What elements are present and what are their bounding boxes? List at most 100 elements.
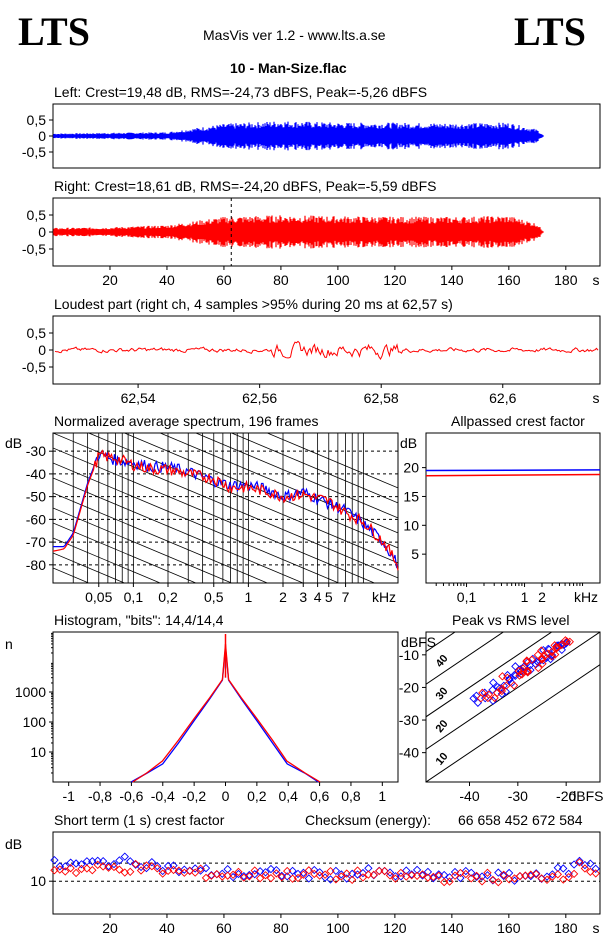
peak-rms-crest-line xyxy=(426,632,553,718)
histogram-xtick-label: -0,2 xyxy=(182,788,206,804)
short-crest-point-right xyxy=(375,866,384,876)
histogram-xtick-label: 0,2 xyxy=(247,788,267,804)
short-crest-xtick-label: 120 xyxy=(383,920,407,936)
short-crest-point-right xyxy=(272,869,281,878)
short-crest-point-right xyxy=(494,878,503,887)
peak-rms-point-right xyxy=(478,688,487,698)
short-crest-point-right xyxy=(131,859,140,869)
short-crest-point-left xyxy=(77,860,86,869)
peak-rms-crest-label: 40 xyxy=(434,653,451,670)
short-crest-point-right xyxy=(288,874,297,883)
short-crest-point-left xyxy=(126,857,135,866)
short-crest-point-right xyxy=(98,862,108,871)
short-crest-point-right xyxy=(591,869,600,878)
spectrum-slope-line xyxy=(194,433,398,519)
short-crest-point-right xyxy=(158,869,167,878)
short-crest-point-left xyxy=(586,859,595,868)
spectrum-xtick-label: 0,05 xyxy=(85,589,112,605)
short-crest-point-right xyxy=(445,877,454,886)
short-crest-point-right xyxy=(504,875,514,884)
histogram-ytick-label: 1000 xyxy=(15,684,46,700)
short-crest-point-left xyxy=(223,865,232,874)
short-crest-title: Short term (1 s) crest factor xyxy=(54,812,225,828)
short-crest-point-left xyxy=(548,870,557,879)
short-crest-point-right xyxy=(245,872,254,881)
short-crest-point-right xyxy=(423,873,433,882)
allpassed-ytick-label: 20 xyxy=(403,460,419,476)
short-crest-point-left xyxy=(255,867,265,876)
file-title: 10 - Man-Size.flac xyxy=(230,60,347,76)
short-crest-point-left xyxy=(347,869,357,879)
peak-rms-point-left xyxy=(507,678,516,688)
short-crest-point-left xyxy=(239,871,249,881)
loudest-part-signal xyxy=(54,340,599,360)
short-crest-point-right xyxy=(61,867,70,876)
short-crest-point-left xyxy=(131,860,140,869)
histogram-xtick-label: 0 xyxy=(222,788,230,804)
short-crest-point-right xyxy=(477,877,487,886)
short-crest-point-right xyxy=(369,870,378,879)
spectrum-slope-line xyxy=(53,492,269,583)
short-crest-point-right xyxy=(331,875,341,884)
short-crest-point-right xyxy=(391,874,400,883)
peak-rms-crest-label: 10 xyxy=(434,751,451,768)
peak-rms-point-right xyxy=(537,646,546,655)
peak-rms-crest-line xyxy=(426,664,600,782)
spectrum-ytick-label: -50 xyxy=(26,489,46,505)
right-waveform-ytick-label: 0 xyxy=(38,224,46,240)
allpassed-ytick-label: 10 xyxy=(403,517,419,533)
peak-rms-point-right xyxy=(483,693,493,703)
short-crest-point-right xyxy=(304,866,314,875)
histogram-xtick-label: 0,8 xyxy=(341,788,361,804)
short-crest-point-right xyxy=(467,874,476,883)
peak-rms-ytick-label: -20 xyxy=(399,679,419,695)
short-crest-point-right xyxy=(434,871,443,881)
short-crest-point-left xyxy=(331,866,341,876)
short-crest-point-right xyxy=(347,875,357,884)
peak-rms-point-right xyxy=(561,636,570,645)
short-crest-point-right xyxy=(526,870,535,879)
allpassed-xtick-label: 1 xyxy=(521,589,529,605)
short-crest-point-left xyxy=(120,852,129,861)
spectrum-xtick-label: 4 xyxy=(314,589,322,605)
right-waveform-xtick-label: 60 xyxy=(216,272,232,288)
peak-rms-point-left xyxy=(469,694,478,703)
histogram-ytick-label: 10 xyxy=(30,744,46,760)
histogram-title: Histogram, "bits": 14,4/14,4 xyxy=(54,612,224,628)
short-crest-xtick-label: 140 xyxy=(440,920,464,936)
short-crest-point-left xyxy=(304,874,314,883)
peak-rms-ytick-label: -40 xyxy=(399,745,419,761)
peak-rms-point-right xyxy=(534,663,543,673)
short-crest-point-left xyxy=(423,867,433,877)
short-crest-point-right xyxy=(115,865,124,874)
peak-rms-xtick-label: -20 xyxy=(556,788,576,804)
spectrum-xtick-label: 0,1 xyxy=(124,589,144,605)
spectrum-slope-line xyxy=(53,522,197,583)
short-crest-point-left xyxy=(337,870,346,879)
short-crest-point-right xyxy=(266,873,276,883)
short-crest-point-right xyxy=(353,866,362,875)
short-crest-ytick-label: 10 xyxy=(30,873,46,889)
short-crest-point-right xyxy=(320,870,330,879)
short-crest-point-left xyxy=(245,870,254,880)
peak-rms-point-right xyxy=(550,641,559,650)
short-crest-point-right xyxy=(515,871,525,881)
right-waveform-xtick-label: 40 xyxy=(159,272,175,288)
short-crest-point-right xyxy=(364,870,373,879)
peak-rms-point-right xyxy=(523,668,532,677)
peak-rms-point-right xyxy=(497,684,506,694)
loudest-part-title: Loudest part (right ch, 4 samples >95% d… xyxy=(54,296,453,312)
short-crest-point-right xyxy=(109,862,119,872)
loudest-part-ytick-label: 0,5 xyxy=(27,325,47,341)
right-waveform-xtick-label: 20 xyxy=(102,272,118,288)
peak-rms-title: Peak vs RMS level xyxy=(452,612,569,628)
loudest-part-xtick-label: 62,56 xyxy=(242,390,277,406)
short-crest-point-right xyxy=(548,872,557,881)
short-crest-point-right xyxy=(218,872,227,881)
short-crest-point-left xyxy=(499,871,508,881)
histogram-xtick-label: 1 xyxy=(378,788,386,804)
short-crest-point-right xyxy=(196,864,205,873)
allpassed-ytick-label: 5 xyxy=(411,546,419,562)
short-crest-point-left xyxy=(277,871,286,881)
allpassed-frame xyxy=(425,432,601,584)
